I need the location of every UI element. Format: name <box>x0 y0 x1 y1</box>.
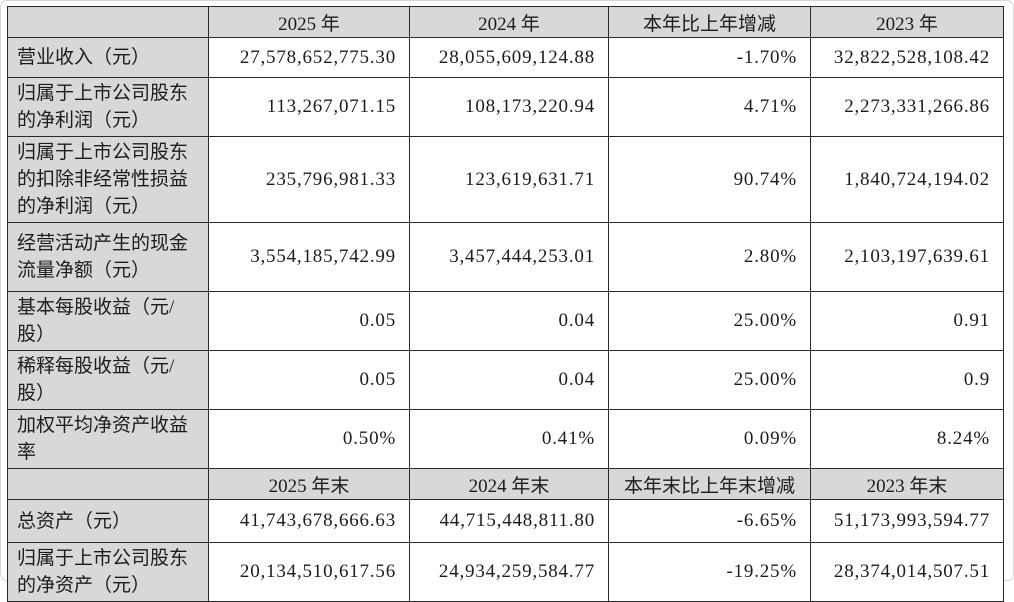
value-cell: 2,103,197,639.61 <box>810 222 1004 292</box>
row-label: 归属于上市公司股东的净利润（元） <box>7 77 209 137</box>
value-cell: 0.09% <box>608 409 811 469</box>
table-row-revenue: 营业收入（元） 27,578,652,775.30 28,055,609,124… <box>7 37 1004 78</box>
table-row-weighted-avg-roe: 加权平均净资产收益率 0.50% 0.41% 0.09% 8.24% <box>7 409 1004 469</box>
value-cell: 2,273,331,266.86 <box>810 77 1004 137</box>
value-cell: -1.70% <box>608 37 811 78</box>
yearend-header-row: 2025 年末 2024 年末 本年末比上年末增减 2023 年末 <box>7 468 1004 500</box>
value-cell: 0.04 <box>409 350 609 410</box>
table-row-net-assets: 归属于上市公司股东的净资产（元） 20,134,510,617.56 24,93… <box>7 542 1004 602</box>
value-cell: 41,743,678,666.63 <box>208 499 410 543</box>
value-cell: 0.91 <box>810 291 1004 351</box>
period-header-row: 2025 年 2024 年 本年比上年增减 2023 年 <box>7 6 1004 38</box>
value-cell: 44,715,448,811.80 <box>409 499 609 543</box>
value-cell: 51,173,993,594.77 <box>810 499 1004 543</box>
value-cell: 90.74% <box>608 136 811 223</box>
row-label: 归属于上市公司股东的净资产（元） <box>7 542 209 602</box>
header-2025-yearend: 2025 年末 <box>208 468 410 500</box>
corner-cell <box>7 6 209 38</box>
row-label: 基本每股收益（元/股） <box>7 291 209 351</box>
value-cell: 25.00% <box>608 291 811 351</box>
row-label: 稀释每股收益（元/股） <box>7 350 209 410</box>
corner-cell <box>7 468 209 500</box>
row-label: 经营活动产生的现金流量净额（元） <box>7 222 209 292</box>
value-cell: 28,374,014,507.51 <box>810 542 1004 602</box>
row-label: 归属于上市公司股东的扣除非经常性损益的净利润（元） <box>7 136 209 223</box>
table-row-total-assets: 总资产（元） 41,743,678,666.63 44,715,448,811.… <box>7 499 1004 543</box>
value-cell: 32,822,528,108.42 <box>810 37 1004 78</box>
table-row-net-profit: 归属于上市公司股东的净利润（元） 113,267,071.15 108,173,… <box>7 77 1004 137</box>
value-cell: 123,619,631.71 <box>409 136 609 223</box>
row-label: 加权平均净资产收益率 <box>7 409 209 469</box>
value-cell: 2.80% <box>608 222 811 292</box>
value-cell: 25.00% <box>608 350 811 410</box>
table-row-basic-eps: 基本每股收益（元/股） 0.05 0.04 25.00% 0.91 <box>7 291 1004 351</box>
row-label: 营业收入（元） <box>7 37 209 78</box>
header-2023: 2023 年 <box>810 6 1004 38</box>
financial-summary-table: 2025 年 2024 年 本年比上年增减 2023 年 营业收入（元） 27,… <box>7 6 1004 602</box>
value-cell: 0.04 <box>409 291 609 351</box>
header-yoy-change: 本年比上年增减 <box>608 6 811 38</box>
value-cell: 0.9 <box>810 350 1004 410</box>
value-cell: 0.05 <box>208 350 410 410</box>
value-cell: 113,267,071.15 <box>208 77 410 137</box>
value-cell: 0.50% <box>208 409 410 469</box>
value-cell: 108,173,220.94 <box>409 77 609 137</box>
value-cell: 27,578,652,775.30 <box>208 37 410 78</box>
value-cell: 0.05 <box>208 291 410 351</box>
row-label: 总资产（元） <box>7 499 209 543</box>
value-cell: 1,840,724,194.02 <box>810 136 1004 223</box>
value-cell: 20,134,510,617.56 <box>208 542 410 602</box>
header-2024-yearend: 2024 年末 <box>409 468 609 500</box>
table-row-diluted-eps: 稀释每股收益（元/股） 0.05 0.04 25.00% 0.9 <box>7 350 1004 410</box>
value-cell: 0.41% <box>409 409 609 469</box>
value-cell: 24,934,259,584.77 <box>409 542 609 602</box>
header-2023-yearend: 2023 年末 <box>810 468 1004 500</box>
value-cell: 3,554,185,742.99 <box>208 222 410 292</box>
value-cell: 235,796,981.33 <box>208 136 410 223</box>
value-cell: 3,457,444,253.01 <box>409 222 609 292</box>
header-2024: 2024 年 <box>409 6 609 38</box>
value-cell: -6.65% <box>608 499 811 543</box>
header-yearend-change: 本年末比上年末增减 <box>608 468 811 500</box>
header-2025: 2025 年 <box>208 6 410 38</box>
value-cell: 28,055,609,124.88 <box>409 37 609 78</box>
table-row-net-profit-excl-nonrecurring: 归属于上市公司股东的扣除非经常性损益的净利润（元） 235,796,981.33… <box>7 136 1004 223</box>
value-cell: -19.25% <box>608 542 811 602</box>
value-cell: 8.24% <box>810 409 1004 469</box>
value-cell: 4.71% <box>608 77 811 137</box>
table-row-operating-cash-flow: 经营活动产生的现金流量净额（元） 3,554,185,742.99 3,457,… <box>7 222 1004 292</box>
